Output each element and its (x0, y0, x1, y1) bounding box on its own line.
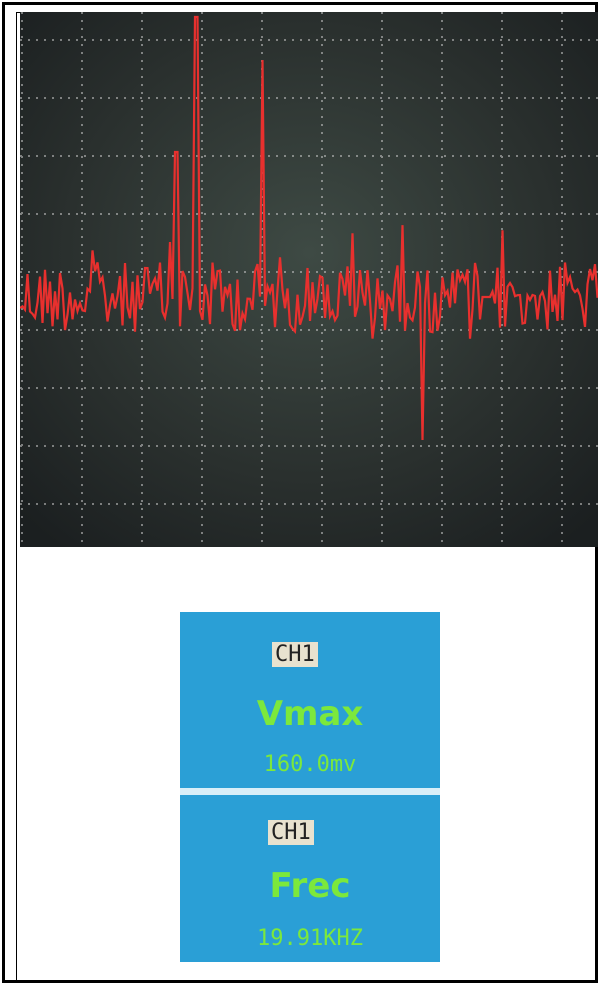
channel-tag: CH1 (272, 642, 318, 667)
divider (180, 788, 440, 795)
channel-tag: CH1 (268, 820, 314, 845)
waveform (20, 15, 598, 441)
measurement-value: 19.91KHZ (257, 926, 363, 951)
measurement-label: Frec (269, 866, 351, 906)
measurement-label: Vmax (256, 694, 364, 734)
oscilloscope-screen (20, 12, 598, 547)
measurement-value: 160.0mv (263, 752, 357, 777)
measurement-panel: CH1 Vmax 160.0mv CH1 Frec 19.91KHZ (180, 612, 440, 962)
